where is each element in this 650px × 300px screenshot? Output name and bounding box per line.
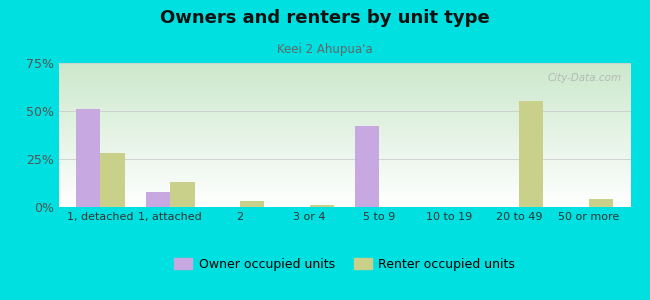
- Legend: Owner occupied units, Renter occupied units: Owner occupied units, Renter occupied un…: [168, 253, 521, 276]
- Bar: [146, 192, 170, 207]
- Text: Owners and renters by unit type: Owners and renters by unit type: [160, 9, 490, 27]
- Bar: [76, 109, 100, 207]
- Bar: [240, 201, 265, 207]
- Bar: [355, 126, 380, 207]
- Bar: [170, 182, 194, 207]
- Bar: [309, 205, 334, 207]
- Bar: [519, 101, 543, 207]
- Text: Keei 2 Ahupua'a: Keei 2 Ahupua'a: [277, 44, 373, 56]
- Bar: [589, 199, 613, 207]
- Text: City-Data.com: City-Data.com: [548, 73, 622, 83]
- Bar: [100, 153, 125, 207]
